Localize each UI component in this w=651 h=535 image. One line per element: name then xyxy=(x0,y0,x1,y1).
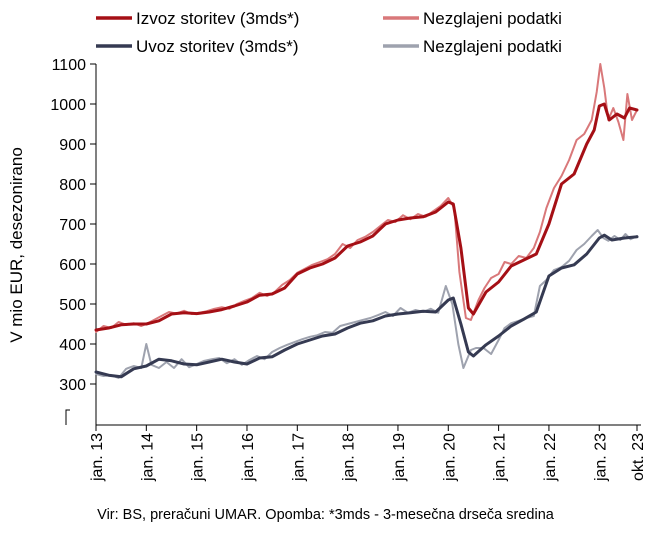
x-tick-label: jan. 18 xyxy=(341,433,358,482)
series-line-0 xyxy=(94,102,639,332)
y-tick-label: 700 xyxy=(59,217,86,234)
x-tick-label: jan. 17 xyxy=(290,433,307,482)
x-tick-label: jan. 14 xyxy=(139,433,156,482)
y-tick-label: 1000 xyxy=(50,97,86,114)
y-tick-label: 800 xyxy=(59,177,86,194)
x-ticks: jan. 13 jan. 14 jan. 15 jan. 16 jan. 17 jan. … xyxy=(89,425,647,482)
y-axis-title: V mio EUR, desezonirano xyxy=(7,147,26,343)
x-tick-label: jan. 19 xyxy=(391,433,408,482)
x-tick-label: jan. 21 xyxy=(492,433,509,482)
legend-label: Nezglajeni podatki xyxy=(423,37,562,56)
x-tick-label: jan. 15 xyxy=(190,433,207,482)
legend-label: Uvoz storitev (3mds*) xyxy=(136,37,298,56)
legend-label: Nezglajeni podatki xyxy=(423,9,562,28)
series-line-2 xyxy=(94,233,639,379)
y-tick-label: 900 xyxy=(59,137,86,154)
x-tick-label: jan. 16 xyxy=(240,433,257,482)
y-tick-label: 400 xyxy=(59,337,86,354)
y-ticks: 300 400 500 600 700 800 900 1000 1100 xyxy=(50,57,96,394)
y-tick-label: 600 xyxy=(59,257,86,274)
series-line-3 xyxy=(95,229,638,379)
x-tick-label: jan. 20 xyxy=(441,433,458,482)
series-group xyxy=(94,63,639,379)
x-tick-label: jan. 13 xyxy=(89,433,106,482)
x-tick-label: jan. 22 xyxy=(542,433,559,482)
legend: Izvoz storitev (3mds*) Nezglajeni podatki… xyxy=(96,9,562,56)
chart: Izvoz storitev (3mds*) Nezglajeni podatki… xyxy=(7,9,647,482)
axes xyxy=(65,64,641,426)
y-tick-label: 1100 xyxy=(52,57,87,74)
legend-label: Izvoz storitev (3mds*) xyxy=(136,9,299,28)
y-tick-label: 300 xyxy=(59,377,86,394)
source-note: Vir: BS, preračuni UMAR. Opomba: *3mds -… xyxy=(97,507,554,523)
axis-break-marker xyxy=(65,409,70,425)
x-tick-label: jan. 23 xyxy=(592,433,609,482)
y-tick-label: 500 xyxy=(59,297,86,314)
x-tick-label: okt. 23 xyxy=(630,433,647,481)
